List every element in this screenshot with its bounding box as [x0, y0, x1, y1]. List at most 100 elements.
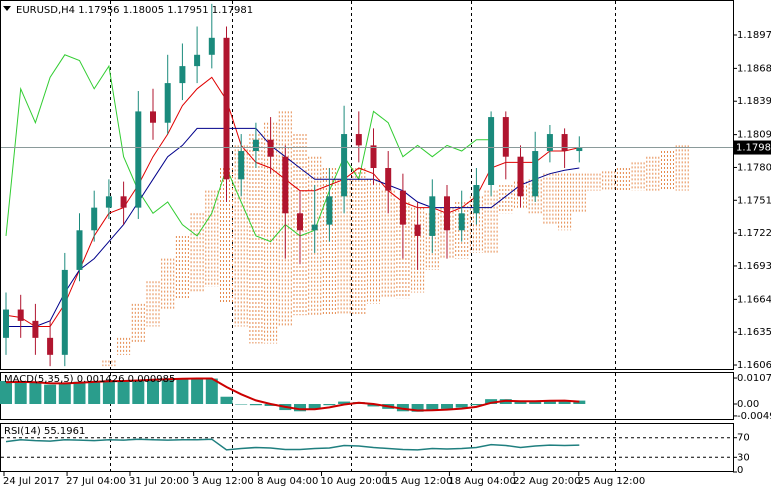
- histogram-bar: [220, 396, 233, 404]
- histogram-bar: [58, 383, 71, 404]
- x-tick-label: 22 Aug 20:00: [513, 476, 580, 487]
- histogram-bar: [249, 404, 262, 406]
- candle-body: [414, 224, 421, 236]
- candle-body: [47, 337, 54, 355]
- candle-body: [282, 156, 289, 214]
- y-tick-label: 0.010713: [737, 373, 771, 384]
- y-tick-label: 0.00: [737, 399, 759, 410]
- histogram-bar: [485, 399, 498, 404]
- chart-title: EURUSD,H4 1.17956 1.18005 1.17951 1.1798…: [16, 5, 253, 16]
- candle-body: [458, 213, 465, 231]
- signal-line: [5, 377, 580, 412]
- candle-body: [399, 190, 406, 225]
- histogram-bar: [543, 400, 556, 404]
- candle-body: [179, 66, 186, 84]
- candle-body: [61, 269, 68, 355]
- rsi-panel: [0, 423, 734, 472]
- candle-body: [208, 37, 215, 55]
- histogram-bar: [14, 381, 27, 404]
- candle-body: [355, 134, 362, 146]
- candle-body: [135, 111, 142, 208]
- main-panel: [0, 0, 734, 370]
- histogram-bar: [396, 404, 409, 412]
- histogram-bar: [426, 404, 439, 411]
- candle-body: [252, 139, 259, 152]
- y-tick-label: 1.16350: [737, 327, 771, 338]
- candle-body: [532, 151, 539, 197]
- histogram-bar: [470, 404, 483, 406]
- candle-body: [267, 139, 274, 157]
- histogram-bar: [44, 384, 57, 404]
- candle-body: [32, 320, 39, 338]
- candle-body: [76, 230, 83, 270]
- y-tick-label: 1.18975: [737, 30, 771, 41]
- y-tick-label: 1.17225: [737, 228, 771, 239]
- x-tick-label: 24 Jul 2017: [3, 476, 60, 487]
- candle-body: [473, 185, 480, 214]
- y-tick-label: 1.16935: [737, 261, 771, 272]
- y-tick-label: 1.18390: [737, 96, 771, 107]
- indicator-line: [6, 127, 580, 327]
- histogram-bar: [514, 401, 527, 404]
- candle-body: [561, 134, 568, 152]
- histogram-bar: [161, 378, 174, 404]
- histogram-bar: [338, 401, 351, 404]
- x-tick-label: 3 Aug 12:00: [193, 476, 254, 487]
- x-tick-label: 8 Aug 04:00: [257, 476, 318, 487]
- x-tick-label: 25 Aug 12:00: [578, 476, 645, 487]
- y-tick-label: 70: [737, 433, 750, 444]
- y-tick-label: 1.16060: [737, 360, 771, 371]
- candle-body: [150, 111, 156, 123]
- y-tick-label: 0: [737, 465, 743, 476]
- candle-body: [444, 196, 450, 231]
- candle-body: [341, 134, 348, 197]
- candle-body: [17, 309, 24, 321]
- candle-body: [546, 134, 553, 152]
- histogram-bar: [573, 400, 586, 404]
- histogram-bar: [367, 404, 380, 407]
- histogram-bar: [88, 380, 101, 404]
- candle-body: [502, 117, 509, 157]
- histogram-bar: [529, 401, 542, 404]
- y-tick-label: 1.17805: [737, 162, 771, 173]
- histogram-bar: [29, 382, 42, 404]
- panel-title: MACD(5,35,5) 0.001426 0.000985: [4, 374, 175, 385]
- candle-body: [297, 213, 303, 231]
- histogram-bar: [73, 381, 86, 404]
- y-tick-label: 30: [737, 452, 750, 463]
- panel-title: RSI(14) 55.1961: [4, 426, 85, 437]
- indicator-line: [5, 76, 580, 327]
- histogram-bar: [294, 404, 306, 412]
- menu-icon[interactable]: [3, 6, 11, 11]
- last-price-label: 1.17981: [736, 143, 771, 154]
- rsi-line: [5, 438, 580, 451]
- x-tick-label: 31 Jul 20:00: [129, 476, 189, 487]
- candle-body: [238, 151, 245, 180]
- candle-body: [488, 117, 495, 185]
- y-tick-label: 1.17515: [737, 195, 771, 206]
- histogram-bar: [235, 404, 248, 405]
- candle-body: [3, 309, 9, 338]
- histogram-bar: [176, 378, 189, 404]
- candle-body: [91, 207, 98, 231]
- histogram-bar: [441, 404, 453, 409]
- indicator-line: [5, 54, 492, 243]
- candle-body: [576, 147, 583, 152]
- last-price-box: [733, 140, 771, 155]
- candle-body: [326, 196, 333, 225]
- histogram-bar: [308, 404, 321, 409]
- candle-body: [194, 54, 201, 67]
- histogram-bar: [102, 380, 115, 404]
- histogram-bar: [205, 378, 218, 404]
- y-tick-label: 1.16640: [737, 294, 771, 305]
- histogram-bar: [323, 404, 336, 406]
- histogram-bar: [191, 378, 204, 404]
- candle-body: [223, 37, 230, 180]
- candle-body: [429, 196, 436, 236]
- y-tick-label: 1.18095: [737, 130, 771, 141]
- histogram-bar: [147, 379, 159, 404]
- histogram-bar: [132, 379, 145, 404]
- candle-body: [105, 196, 112, 208]
